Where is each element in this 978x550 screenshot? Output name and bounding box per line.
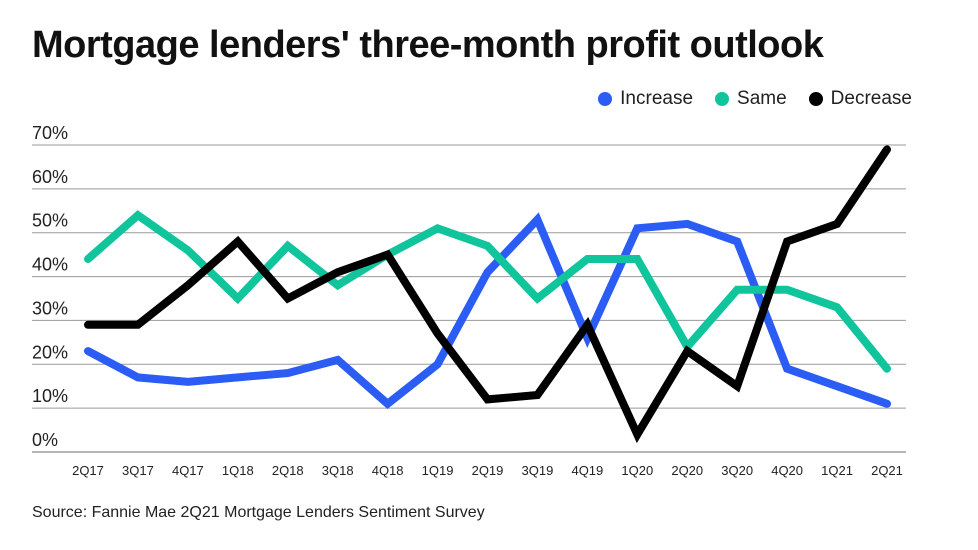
y-tick-label: 30% [32, 298, 68, 318]
chart-title: Mortgage lenders' three-month profit out… [32, 24, 824, 66]
x-tick-label: 2Q21 [871, 463, 903, 478]
y-tick-label: 0% [32, 430, 58, 450]
legend-dot-icon [808, 92, 823, 106]
legend-item-decrease: Decrease [808, 88, 912, 110]
y-tick-label: 50% [32, 211, 68, 231]
x-tick-label: 1Q20 [621, 463, 653, 478]
series-lines [84, 145, 891, 444]
y-axis-tick-labels: 0% 10% 20% 30% 40% 50% 60% 70% [32, 123, 68, 450]
x-tick-label: 2Q20 [671, 463, 703, 478]
legend-item-same: Same [715, 88, 787, 110]
x-tick-label: 2Q17 [72, 463, 104, 478]
x-tick-label: 1Q21 [821, 463, 853, 478]
x-tick-label: 3Q20 [721, 463, 753, 478]
x-tick-label: 4Q19 [571, 463, 603, 478]
legend-label: Same [737, 88, 787, 109]
x-tick-label: 2Q18 [272, 463, 304, 478]
x-tick-label: 4Q17 [172, 463, 204, 478]
source-note: Source: Fannie Mae 2Q21 Mortgage Lenders… [32, 504, 485, 521]
x-axis-tick-labels: 2Q17 3Q17 4Q17 1Q18 2Q18 3Q18 4Q18 1Q19 2Q19 3Q19… [72, 463, 903, 478]
x-tick-label: 1Q19 [422, 463, 454, 478]
y-tick-label: 70% [32, 123, 68, 143]
series-line-increase [84, 212, 891, 410]
legend-label: Decrease [830, 88, 912, 109]
x-tick-label: 4Q18 [372, 463, 404, 478]
x-tick-label: 3Q19 [522, 463, 554, 478]
series-line-decrease [84, 145, 891, 444]
x-tick-label: 4Q20 [771, 463, 803, 478]
y-tick-label: 10% [32, 386, 68, 406]
legend: Increase Same Decrease [598, 88, 912, 110]
grid-lines [32, 144, 906, 453]
y-tick-label: 60% [32, 167, 68, 187]
x-tick-label: 3Q18 [322, 463, 354, 478]
legend-dot-icon [715, 92, 730, 106]
x-tick-label: 1Q18 [222, 463, 254, 478]
series-line-same [84, 210, 891, 373]
x-tick-label: 3Q17 [122, 463, 154, 478]
y-tick-label: 20% [32, 342, 68, 362]
legend-item-increase: Increase [598, 88, 693, 110]
legend-label: Increase [620, 88, 694, 109]
y-tick-label: 40% [32, 255, 68, 275]
x-tick-label: 2Q19 [472, 463, 504, 478]
legend-dot-icon [598, 92, 613, 106]
